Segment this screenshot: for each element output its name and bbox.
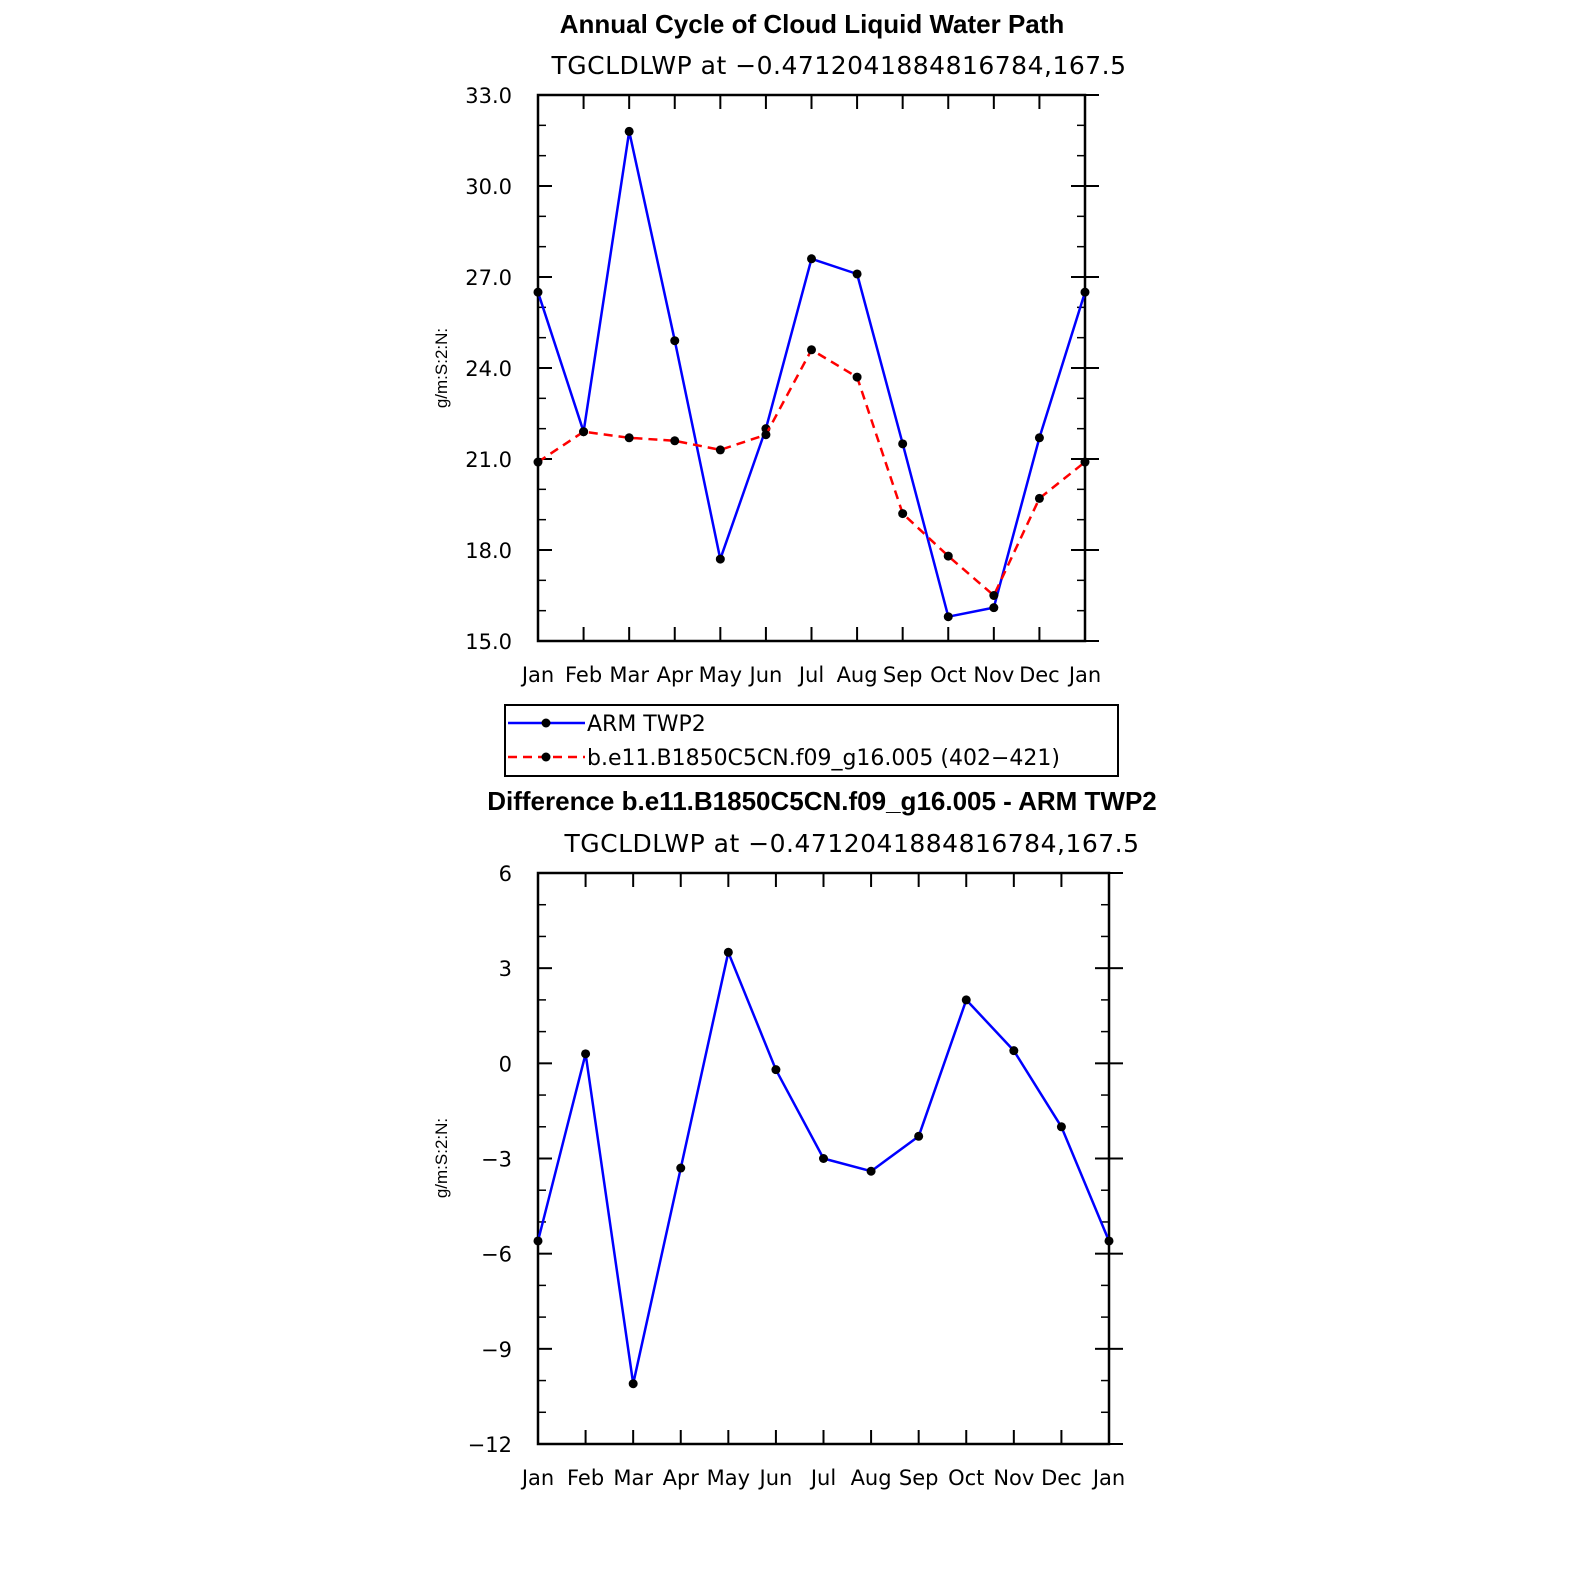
- legend-label-model: b.e11.B1850C5CN.f09_g16.005 (402−421): [587, 746, 1060, 771]
- x-tick-label: Feb: [565, 663, 602, 687]
- x-tick-label: Jun: [748, 663, 783, 687]
- legend-box: [504, 704, 1119, 777]
- x-tick-label: Apr: [657, 663, 694, 687]
- y-tick-label: 21.0: [465, 448, 512, 472]
- series-0-point: [676, 1163, 686, 1173]
- series-1-point: [989, 591, 999, 600]
- y-tick-label: 30.0: [465, 175, 512, 199]
- series-0-point: [1034, 433, 1044, 443]
- series-0-point: [866, 1166, 876, 1176]
- series-0-point: [723, 947, 733, 957]
- series-1-point: [533, 457, 543, 467]
- series-1-point: [898, 509, 908, 519]
- plot-area: Jan Feb Mar Apr May Jun Jul Aug Sep Oct Nov Dec Jan−…: [468, 862, 1126, 1490]
- plot-frame: [536, 93, 1087, 643]
- y-tick-label: 27.0: [465, 266, 512, 290]
- series-line-0: [536, 951, 1111, 1385]
- x-tick-label: May: [707, 1466, 750, 1490]
- x-tick-label: Oct: [930, 663, 966, 687]
- y-axis-label: g/m:S:2:N:: [432, 1118, 451, 1198]
- legend-marker-arm: [541, 718, 551, 728]
- legend-marker-model: [541, 752, 551, 762]
- series-1-point: [715, 445, 725, 455]
- y-axis-label: g/m:S:2:N:: [432, 328, 451, 408]
- series-0-point: [715, 554, 725, 564]
- x-tick-label: Nov: [993, 1466, 1034, 1490]
- x-tick-label: Sep: [883, 663, 923, 687]
- series-0-point: [989, 603, 999, 613]
- series-0-point: [807, 254, 816, 264]
- y-tick-label: 18.0: [465, 539, 512, 563]
- series-1-point: [1034, 493, 1044, 503]
- x-tick-label: Dec: [1019, 663, 1060, 687]
- chart-subtitle: TGCLDLWP at −0.4712041884816784,167.5: [550, 51, 1126, 80]
- series-0-point: [1009, 1046, 1019, 1056]
- series-0-point: [819, 1154, 828, 1163]
- y-tick-label: 15.0: [465, 630, 512, 654]
- chart-title: Annual Cycle of Cloud Liquid Water Path: [560, 9, 1065, 39]
- x-tick-label: Nov: [973, 663, 1014, 687]
- x-tick-label: Jan: [520, 663, 554, 687]
- difference-chart: Difference b.e11.B1850C5CN.f09_g16.005 -…: [432, 786, 1157, 1490]
- x-tick-label: Jan: [1067, 663, 1101, 687]
- y-tick-label: −9: [481, 1338, 512, 1362]
- legend-label-arm: ARM TWP2: [587, 712, 706, 737]
- x-tick-label: Jul: [797, 663, 824, 687]
- series-1-point: [670, 436, 680, 446]
- x-tick-label: Oct: [948, 1466, 984, 1490]
- x-tick-label: Mar: [609, 663, 649, 687]
- series-0-point: [771, 1065, 781, 1075]
- series-1-point: [852, 372, 862, 382]
- x-tick-label: Jan: [1091, 1466, 1125, 1490]
- series-line-0: [536, 130, 1087, 618]
- y-tick-label: −3: [481, 1148, 512, 1172]
- x-tick-label: May: [699, 663, 742, 687]
- annual-cycle-chart: Annual Cycle of Cloud Liquid Water Path …: [432, 9, 1126, 687]
- series-0-point: [961, 995, 971, 1005]
- series-0-point: [943, 612, 953, 622]
- series-0-point: [533, 1236, 543, 1246]
- series-1-point: [579, 427, 589, 437]
- series-1-point: [943, 551, 953, 561]
- chart-subtitle: TGCLDLWP at −0.4712041884816784,167.5: [563, 829, 1139, 858]
- series-0-point: [1056, 1122, 1066, 1132]
- y-tick-label: 3: [499, 957, 512, 981]
- x-tick-label: Aug: [851, 1466, 892, 1490]
- y-tick-label: 0: [499, 1052, 512, 1076]
- series-0-point: [914, 1131, 924, 1141]
- x-tick-label: Mar: [613, 1466, 653, 1490]
- series-1-point: [807, 345, 816, 355]
- series-0-point: [1080, 287, 1090, 297]
- series-0-point: [852, 269, 862, 279]
- series-0-point: [628, 1379, 638, 1389]
- series-line-1: [537, 348, 1086, 597]
- x-tick-label: Sep: [899, 1466, 939, 1490]
- x-tick-label: Jan: [520, 1466, 554, 1490]
- series-0-point: [670, 336, 680, 346]
- chart-title: Difference b.e11.B1850C5CN.f09_g16.005 -…: [487, 786, 1157, 816]
- legend: ARM TWP2 b.e11.B1850C5CN.f09_g16.005 (40…: [504, 704, 1119, 777]
- x-tick-label: Apr: [663, 1466, 700, 1490]
- y-tick-label: −12: [468, 1433, 512, 1457]
- series-0-point: [581, 1049, 591, 1059]
- series-0-point: [533, 287, 543, 297]
- series-0-point: [1104, 1236, 1114, 1246]
- y-tick-label: −6: [481, 1243, 512, 1267]
- plot-area: Jan Feb Mar Apr May Jun Jul Aug Sep Oct Nov Dec Jan 1…: [465, 84, 1101, 687]
- x-tick-label: Aug: [837, 663, 878, 687]
- y-tick-label: 33.0: [465, 84, 512, 108]
- y-tick-label: 24.0: [465, 357, 512, 381]
- x-tick-label: Feb: [567, 1466, 604, 1490]
- x-tick-label: Jul: [809, 1466, 836, 1490]
- x-tick-label: Dec: [1041, 1466, 1082, 1490]
- series-0-point: [624, 126, 634, 136]
- series-1-point: [1080, 457, 1090, 467]
- series-0-point: [898, 439, 908, 449]
- x-tick-label: Jun: [758, 1466, 793, 1490]
- y-tick-label: 6: [499, 862, 512, 886]
- series-1-point: [761, 430, 771, 440]
- series-1-point: [624, 433, 634, 443]
